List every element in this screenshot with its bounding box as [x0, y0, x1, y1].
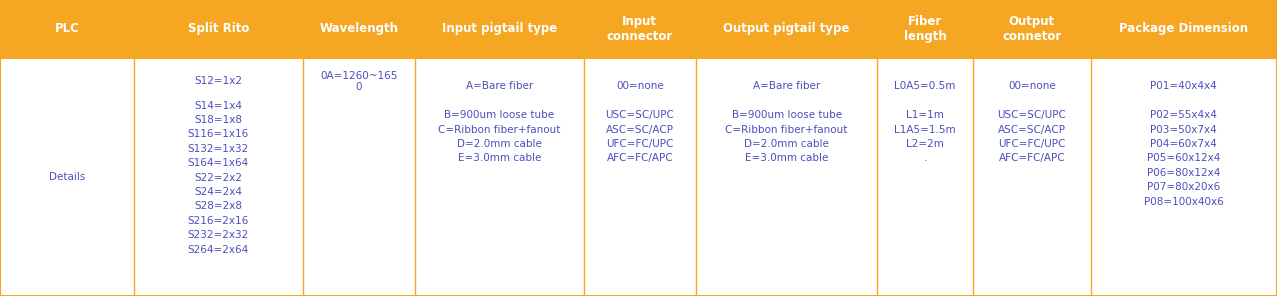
- Text: Wavelength: Wavelength: [319, 22, 398, 35]
- Text: S12=1x2: S12=1x2: [194, 76, 243, 86]
- Text: Output
connetor: Output connetor: [1002, 15, 1061, 43]
- Text: Input
connector: Input connector: [607, 15, 673, 43]
- Text: PLC: PLC: [55, 22, 79, 35]
- Bar: [0, 0, 1277, 58]
- Text: S14=1x4
S18=1x8
S116=1x16
S132=1x32
S164=1x64
S22=2x2
S24=2x4
S28=2x8
S216=2x16
: S14=1x4 S18=1x8 S116=1x16 S132=1x32 S164…: [188, 101, 249, 255]
- Text: P01=40x4x4

P02=55x4x4
P03=50x7x4
P04=60x7x4
P05=60x12x4
P06=80x12x4
P07=80x20x6: P01=40x4x4 P02=55x4x4 P03=50x7x4 P04=60x…: [1144, 81, 1223, 207]
- Bar: [0, 58, 1277, 296]
- Text: Output pigtail type: Output pigtail type: [724, 22, 849, 35]
- Text: 00=none

USC=SC/UPC
ASC=SC/ACP
UFC=FC/UPC
AFC=FC/APC: 00=none USC=SC/UPC ASC=SC/ACP UFC=FC/UPC…: [997, 81, 1066, 163]
- Text: Details: Details: [49, 172, 86, 182]
- Text: Split Rito: Split Rito: [188, 22, 249, 35]
- Text: L0A5=0.5m

L1=1m
L1A5=1.5m
L2=2m
.: L0A5=0.5m L1=1m L1A5=1.5m L2=2m .: [894, 81, 956, 163]
- Text: Fiber
length: Fiber length: [904, 15, 946, 43]
- Text: 0A=1260~165
0: 0A=1260~165 0: [321, 71, 397, 92]
- Text: A=Bare fiber

B=900um loose tube
C=Ribbon fiber+fanout
D=2.0mm cable
E=3.0mm cab: A=Bare fiber B=900um loose tube C=Ribbon…: [725, 81, 848, 163]
- Text: Input pigtail type: Input pigtail type: [442, 22, 557, 35]
- Text: Package Dimension: Package Dimension: [1119, 22, 1249, 35]
- Text: A=Bare fiber

B=900um loose tube
C=Ribbon fiber+fanout
D=2.0mm cable
E=3.0mm cab: A=Bare fiber B=900um loose tube C=Ribbon…: [438, 81, 561, 163]
- Text: 00=none

USC=SC/UPC
ASC=SC/ACP
UFC=FC/UPC
AFC=FC/APC: 00=none USC=SC/UPC ASC=SC/ACP UFC=FC/UPC…: [605, 81, 674, 163]
